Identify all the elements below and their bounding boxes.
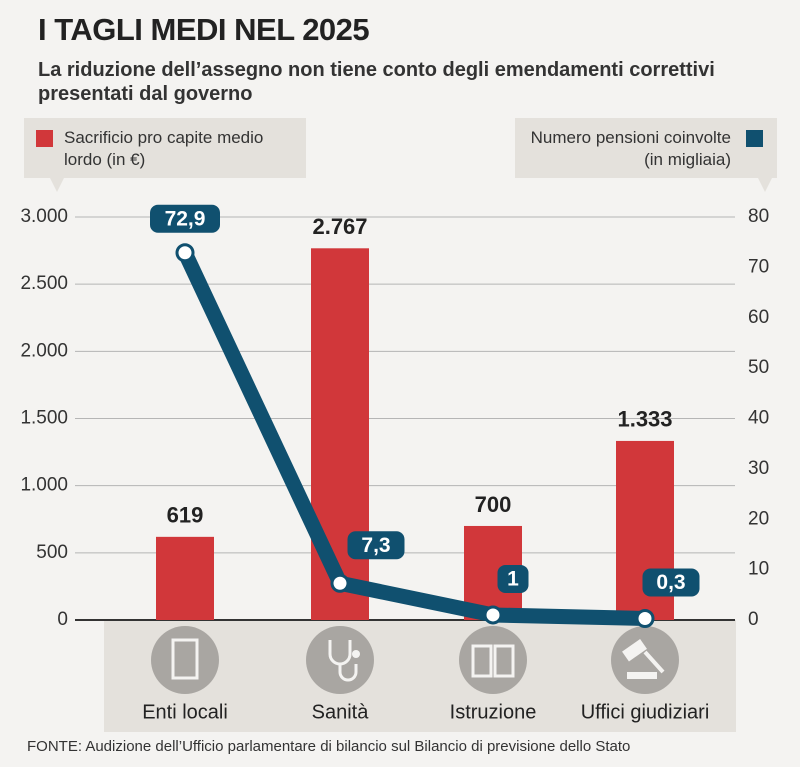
y2-tick-label: 20 [748,508,769,529]
x-tick-label: Sanità [312,701,370,723]
line [178,249,646,626]
legend-swatch [36,130,53,147]
source: FONTE: Audizione dell’Ufficio parlamenta… [27,738,631,755]
category-icon [627,672,657,679]
category-icon [328,640,358,682]
bar [311,248,369,620]
line-value-label: 7,3 [361,534,390,557]
legend-label: Sacrificio pro capite medio lordo (in €) [64,128,264,169]
legend-pointer [758,178,772,192]
category-icon [622,639,647,662]
bar-value-label: 2.767 [312,214,367,239]
x-tick-label: Uffici giudiziari [581,701,710,723]
value-label-box [150,204,220,233]
y2-tick-label: 50 [748,357,769,378]
x-tick-label: Enti locali [142,701,228,723]
y2-tick-label: 80 [748,206,769,227]
y2-tick-label: 70 [748,256,769,277]
line-value-label: 1 [507,568,519,591]
bar-value-label: 619 [167,503,204,528]
y2-tick-label: 60 [748,307,769,328]
category-icon [352,650,360,658]
category-icon [643,650,665,674]
y-tick-label: 1.500 [20,408,68,429]
line-value-label: 0,3 [656,571,685,594]
category-icon [171,638,199,680]
category-icon [471,644,515,678]
value-label-box [642,568,700,597]
bar-value-label: 700 [475,492,512,517]
category-icon [459,626,527,694]
y2-tick-label: 0 [748,609,759,630]
line-point [330,573,350,593]
value-label-box [347,531,405,560]
legend-item: Sacrificio pro capite medio lordo (in €) [24,118,306,178]
x-tick-label: Istruzione [450,701,537,723]
y2-tick-label: 30 [748,458,769,479]
legend-label: Numero pensioni coinvolte (in migliaia) [530,128,731,169]
y2-tick-label: 40 [748,408,769,429]
line-point [175,243,195,263]
category-icon [611,626,679,694]
line-point [635,608,655,628]
y2-tick-label: 10 [748,559,769,580]
y-tick-label: 3.000 [20,206,68,227]
category-icon [151,626,219,694]
legend-item: Numero pensioni coinvolte (in migliaia) [515,118,777,178]
y-tick-label: 1.000 [20,475,68,496]
chart-title: I TAGLI MEDI NEL 2025 [38,12,370,47]
legend-swatch [746,130,763,147]
line-point [483,605,503,625]
value-label-box [497,564,529,593]
y-tick-label: 2.500 [20,273,68,294]
bar [156,536,214,620]
bar-value-label: 1.333 [617,407,672,432]
y-tick-label: 2.000 [20,340,68,361]
category-icon [306,626,374,694]
y-tick-label: 500 [36,542,68,563]
legend-pointer [50,178,64,192]
line-value-label: 72,9 [165,207,206,230]
chart-subtitle: La riduzione dell’assegno non tiene cont… [38,59,715,105]
y-tick-label: 0 [57,609,68,630]
